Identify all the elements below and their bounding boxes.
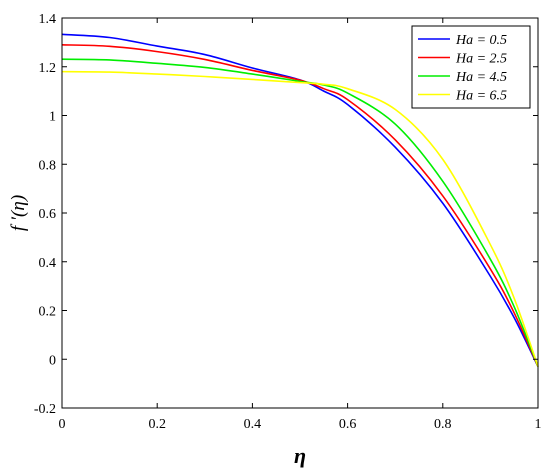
- x-tick-label: 0: [59, 417, 66, 432]
- x-tick-label: 0.8: [434, 417, 452, 432]
- x-tick-label: 0.2: [148, 417, 166, 432]
- x-tick-label: 0.6: [339, 417, 357, 432]
- x-tick-label: 1: [535, 417, 542, 432]
- series-line-4: [61, 70, 539, 367]
- legend-label: Ha = 0.5: [455, 33, 507, 48]
- y-tick-label: 0.8: [39, 158, 57, 173]
- legend-label: Ha = 6.5: [455, 89, 507, 104]
- series-lines: [61, 33, 539, 367]
- y-axis-ticks: -0.2 0 0.2 0.4 0.6 0.8 1 1.2 1.4: [34, 12, 538, 417]
- series-line-2: [61, 44, 539, 367]
- x-tick-label: 0.4: [244, 417, 262, 432]
- y-tick-label: 0.2: [39, 305, 57, 320]
- legend-label: Ha = 4.5: [455, 70, 507, 85]
- x-axis-label: η: [294, 443, 306, 468]
- legend: Ha = 0.5 Ha = 2.5 Ha = 4.5 Ha = 6.5: [411, 25, 531, 109]
- series-line-1: [61, 33, 539, 367]
- y-tick-label: 1.4: [39, 12, 57, 27]
- x-axis-ticks: 0 0.2 0.4 0.6 0.8 1: [59, 18, 542, 432]
- y-tick-label: 0: [49, 353, 56, 368]
- y-tick-label: 1.2: [39, 61, 57, 76]
- y-tick-label: 0.6: [39, 207, 57, 222]
- legend-label: Ha = 2.5: [455, 52, 507, 67]
- y-tick-label: 0.4: [39, 256, 57, 271]
- y-tick-label: 1: [49, 110, 56, 125]
- y-axis-label: f ′(η): [8, 195, 29, 231]
- y-tick-label: -0.2: [34, 402, 56, 417]
- series-line-3: [61, 58, 539, 367]
